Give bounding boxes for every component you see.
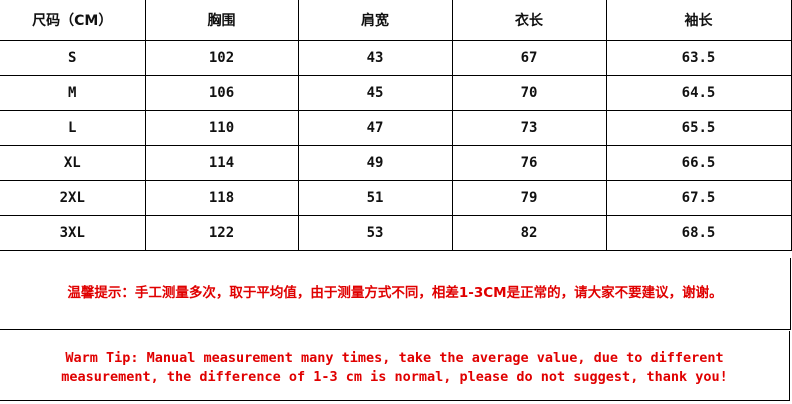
cell-length: 76 — [451, 145, 607, 181]
cell-length: 70 — [451, 75, 607, 111]
table-row: L 110 47 73 65.5 — [0, 110, 792, 146]
cell-sleeve: 68.5 — [605, 215, 792, 251]
cell-size: S — [0, 40, 146, 76]
table-row: 3XL 122 53 82 68.5 — [0, 215, 792, 251]
header-chest: 胸围 — [144, 0, 299, 41]
table-row: M 106 45 70 64.5 — [0, 75, 792, 111]
cell-shoulder: 51 — [297, 180, 453, 216]
cell-shoulder: 45 — [297, 75, 453, 111]
english-tip: Warm Tip: Manual measurement many times,… — [0, 331, 790, 401]
table-header-row: 尺码（CM） 胸围 肩宽 衣长 袖长 — [0, 0, 792, 41]
cell-chest: 102 — [144, 40, 299, 76]
header-size: 尺码（CM） — [0, 0, 146, 41]
cell-chest: 110 — [144, 110, 299, 146]
cell-sleeve: 67.5 — [605, 180, 792, 216]
cell-chest: 106 — [144, 75, 299, 111]
cell-length: 82 — [451, 215, 607, 251]
cell-shoulder: 53 — [297, 215, 453, 251]
cell-size: XL — [0, 145, 146, 181]
cell-sleeve: 63.5 — [605, 40, 792, 76]
cell-size: 3XL — [0, 215, 146, 251]
chinese-tip: 温馨提示：手工测量多次，取于平均值，由于测量方式不同，相差1-3CM是正常的，请… — [0, 258, 791, 330]
cell-chest: 118 — [144, 180, 299, 216]
english-tip-line2: measurement, the difference of 1-3 cm is… — [61, 369, 728, 385]
cell-shoulder: 49 — [297, 145, 453, 181]
cell-sleeve: 66.5 — [605, 145, 792, 181]
cell-shoulder: 47 — [297, 110, 453, 146]
table-row: S 102 43 67 63.5 — [0, 40, 792, 76]
size-chart-table: 尺码（CM） 胸围 肩宽 衣长 袖长 S 102 43 67 63.5 M 106 45 70 6… — [0, 0, 792, 251]
cell-chest: 114 — [144, 145, 299, 181]
header-sleeve: 袖长 — [605, 0, 792, 41]
cell-sleeve: 64.5 — [605, 75, 792, 111]
cell-chest: 122 — [144, 215, 299, 251]
cell-length: 79 — [451, 180, 607, 216]
cell-size: L — [0, 110, 146, 146]
cell-length: 73 — [451, 110, 607, 146]
english-tip-line1: Warm Tip: Manual measurement many times,… — [65, 350, 724, 366]
header-shoulder: 肩宽 — [297, 0, 453, 41]
cell-sleeve: 65.5 — [605, 110, 792, 146]
table-row: 2XL 118 51 79 67.5 — [0, 180, 792, 216]
cell-size: 2XL — [0, 180, 146, 216]
cell-shoulder: 43 — [297, 40, 453, 76]
table-row: XL 114 49 76 66.5 — [0, 145, 792, 181]
cell-size: M — [0, 75, 146, 111]
cell-length: 67 — [451, 40, 607, 76]
header-length: 衣长 — [451, 0, 607, 41]
